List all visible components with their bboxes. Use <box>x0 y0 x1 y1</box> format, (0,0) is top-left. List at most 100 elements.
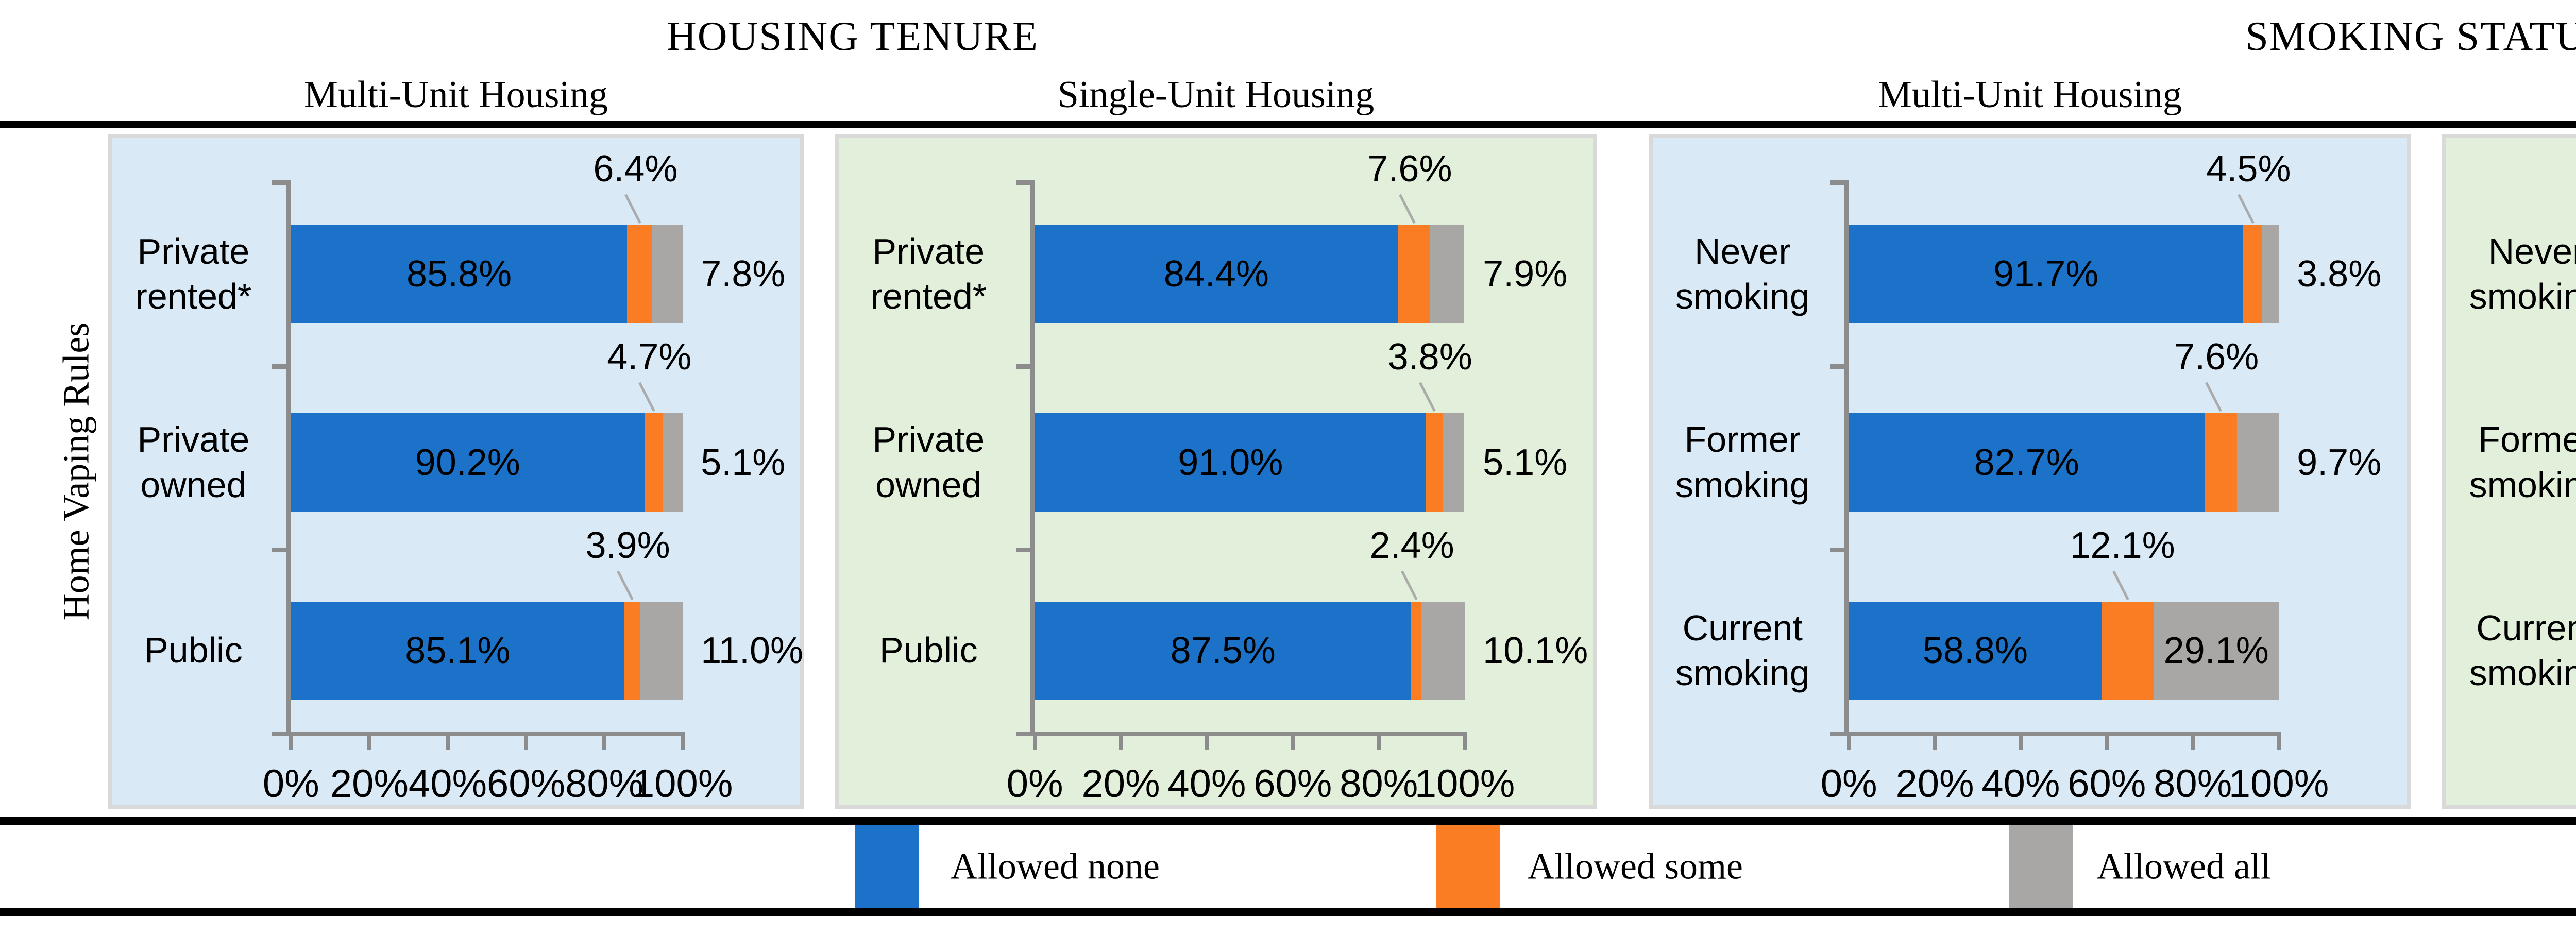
bar-value-label: 87.5% <box>1170 630 1276 672</box>
value-axis-tick <box>1377 731 1381 750</box>
subtitle-smoking-single-unit: Single-Unit Housing <box>2442 71 2576 118</box>
value-axis-tick-label: 40% <box>1167 761 1246 806</box>
value-axis-tick <box>289 731 293 750</box>
category-axis-tick <box>1015 548 1035 553</box>
value-axis-tick <box>602 731 607 750</box>
chart-panel-smoking-multi-unit: 0% 20% 40% 60% 80% 100% Never smoking 91.7% 4.5%… <box>1649 134 2411 809</box>
callout-leader-line <box>1398 194 1416 224</box>
legend-swatch-allowed-some <box>1436 825 1500 908</box>
category-axis-tick <box>1015 364 1035 369</box>
callout-leader-line <box>2205 382 2223 412</box>
allowed-some-callout-label: 7.6% <box>2174 336 2259 378</box>
subtitle-tenure-multi-unit: Multi-Unit Housing <box>304 73 608 116</box>
value-axis-tick <box>2191 731 2195 750</box>
allowed-some-callout-label: 3.8% <box>1387 336 1472 378</box>
category-axis-tick <box>1829 364 1849 369</box>
category-label: Private owned <box>872 419 985 505</box>
allowed-all-value-label: 5.1% <box>1483 441 1568 483</box>
value-axis-tick-label: 0% <box>262 761 319 806</box>
bar-value-label: 29.1% <box>2163 630 2269 672</box>
legend: Allowed none Allowed some Allowed all <box>0 825 2576 908</box>
bar-segment-allowed-none: 84.4% <box>1035 225 1398 324</box>
bar-segment-allowed-some <box>2102 601 2154 700</box>
callout-leader-line <box>1400 570 1418 600</box>
value-axis-tick-label: 0% <box>1006 761 1063 806</box>
allowed-some-callout-label: 4.7% <box>607 336 692 378</box>
value-axis-tick <box>1118 731 1123 750</box>
value-axis-tick <box>1463 731 1467 750</box>
value-axis-tick <box>1846 731 1851 750</box>
value-axis-line <box>272 731 683 736</box>
allowed-all-value-label: 7.9% <box>1483 253 1568 295</box>
value-axis-tick-label: 100% <box>633 761 733 806</box>
category-axis-tick <box>272 364 291 369</box>
value-axis-tick <box>524 731 529 750</box>
y-axis-title: Home Vaping Rules <box>55 322 97 621</box>
category-label: Former smoking <box>1675 419 1810 505</box>
value-axis-tick <box>2105 731 2109 750</box>
legend-label-allowed-none: Allowed none <box>951 845 1160 887</box>
bar-segment-allowed-none: 91.7% <box>1849 225 2243 324</box>
category-axis-tick <box>1829 180 1849 185</box>
bar-value-label: 58.8% <box>1922 630 2028 672</box>
stacked-bar: 82.7% <box>1849 413 2279 512</box>
value-axis-line <box>1015 731 1465 736</box>
category-axis-line <box>1844 180 1849 732</box>
stacked-bar: 85.8% <box>291 225 683 324</box>
bar-value-label: 82.7% <box>1974 441 2079 483</box>
divider-line-above-legend <box>0 817 2576 825</box>
bar-segment-allowed-some <box>627 225 652 324</box>
allowed-some-callout-label: 12.1% <box>2070 524 2175 566</box>
allowed-all-value-label: 10.1% <box>1483 630 1588 672</box>
value-axis-tick-label: 80% <box>1340 761 1418 806</box>
subtitle-smoking-multi-unit: Multi-Unit Housing <box>1878 73 2182 116</box>
bar-segment-allowed-some <box>1397 225 1431 324</box>
bar-segment-allowed-all <box>1430 225 1465 324</box>
bar-segment-allowed-all <box>2237 413 2279 512</box>
bar-segment-allowed-all <box>639 601 683 700</box>
value-axis-tick-label: 60% <box>1253 761 1332 806</box>
category-label: Public <box>144 630 243 671</box>
allowed-some-callout-label: 7.6% <box>1367 148 1452 190</box>
bar-segment-allowed-all <box>652 225 683 324</box>
value-axis-tick <box>1933 731 1937 750</box>
bar-segment-allowed-none: 87.5% <box>1035 601 1411 700</box>
callout-leader-line <box>624 194 641 224</box>
value-axis-tick <box>2277 731 2281 750</box>
group-title-housing-tenure: HOUSING TENURE <box>666 13 1039 59</box>
category-label: Private rented* <box>135 231 252 317</box>
stacked-bar: 91.7% <box>1849 225 2279 324</box>
bar-segment-allowed-some <box>644 413 663 512</box>
bar-value-label: 91.0% <box>1178 441 1283 483</box>
value-axis-tick-label: 100% <box>2228 761 2329 806</box>
stacked-bar: 87.5% <box>1035 601 1465 700</box>
bar-segment-allowed-all <box>1421 601 1465 700</box>
subtitle-tenure-single-unit: Single-Unit Housing <box>1057 73 1375 116</box>
category-label: Former smoking <box>2469 419 2576 505</box>
allowed-some-callout-label: 3.9% <box>585 524 670 566</box>
callout-leader-line <box>2237 194 2255 224</box>
value-axis-tick <box>1032 731 1037 750</box>
allowed-some-callout-label: 4.5% <box>2206 148 2291 190</box>
divider-line-header <box>0 121 2576 128</box>
bar-segment-allowed-some <box>2204 413 2238 512</box>
value-axis-tick-label: 100% <box>1414 761 1515 806</box>
category-axis-line <box>286 180 291 732</box>
category-label: Private owned <box>137 419 250 505</box>
bar-segment-allowed-none: 85.8% <box>291 225 628 324</box>
category-label: Never smoking <box>2469 231 2576 317</box>
category-axis-tick <box>1829 548 1849 553</box>
bar-segment-allowed-all: 29.1% <box>2154 601 2279 700</box>
bar-segment-allowed-none: 85.1% <box>291 601 624 700</box>
value-axis-tick <box>1205 731 1209 750</box>
callout-leader-line <box>1418 382 1436 412</box>
bar-segment-allowed-some <box>1426 413 1443 512</box>
category-label: Private rented* <box>870 231 987 317</box>
value-axis-tick-label: 20% <box>1081 761 1160 806</box>
chart-panel-tenure-single-unit: 0% 20% 40% 60% 80% 100% Private rented* 84.4% 7.… <box>835 134 1597 809</box>
value-axis-tick-label: 0% <box>2571 761 2576 806</box>
bar-segment-allowed-all <box>1442 413 1465 512</box>
value-axis-tick-label: 20% <box>330 761 409 806</box>
legend-label-allowed-all: Allowed all <box>2097 845 2271 887</box>
